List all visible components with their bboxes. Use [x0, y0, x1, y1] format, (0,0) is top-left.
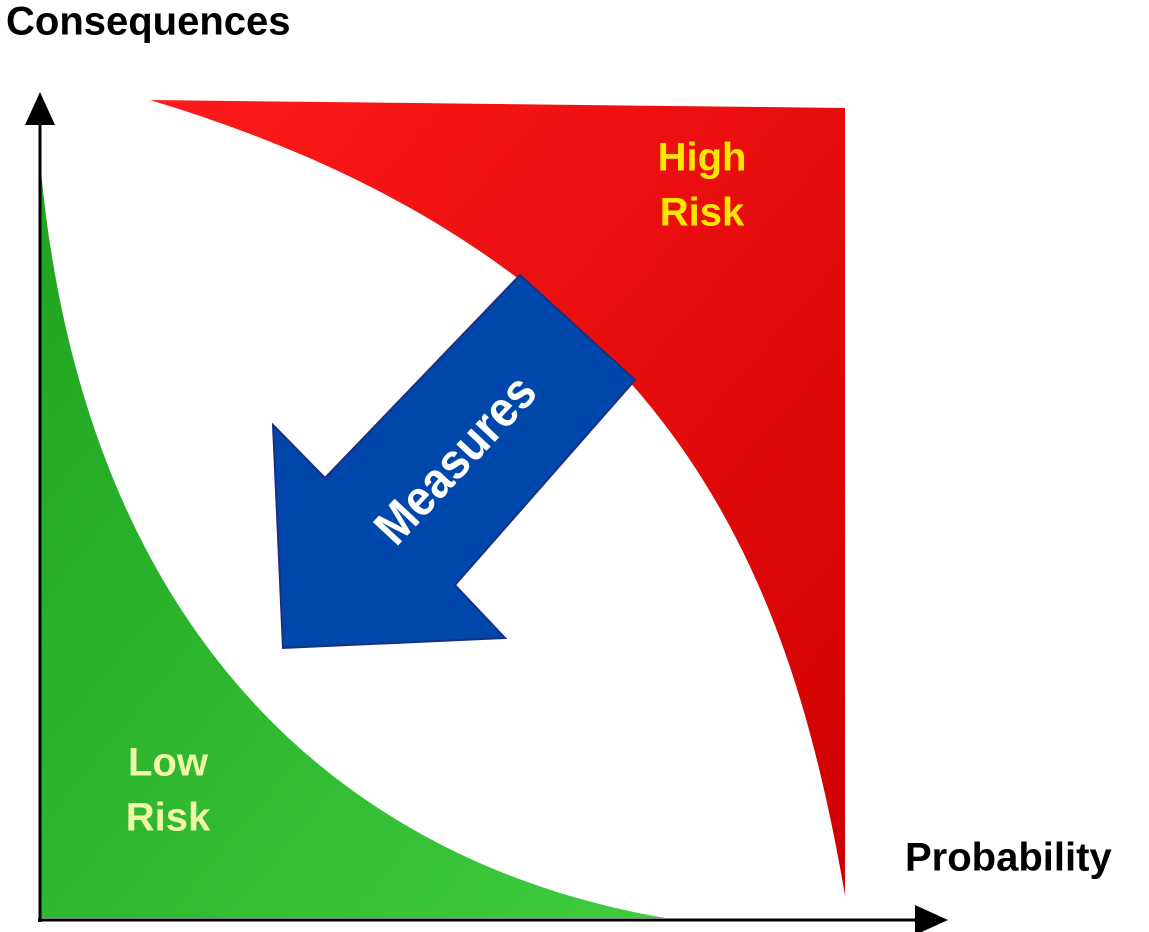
region-label: High — [658, 136, 747, 180]
low-risk-region — [40, 160, 665, 918]
region-label: Risk — [660, 191, 745, 235]
measures-arrow — [271, 273, 637, 650]
region-label: Risk — [126, 796, 211, 840]
y-axis-label: Consequences — [6, 0, 291, 44]
high-risk-region — [150, 100, 845, 895]
region-label: Low — [128, 741, 209, 785]
x-axis-label: Probability — [905, 836, 1112, 880]
